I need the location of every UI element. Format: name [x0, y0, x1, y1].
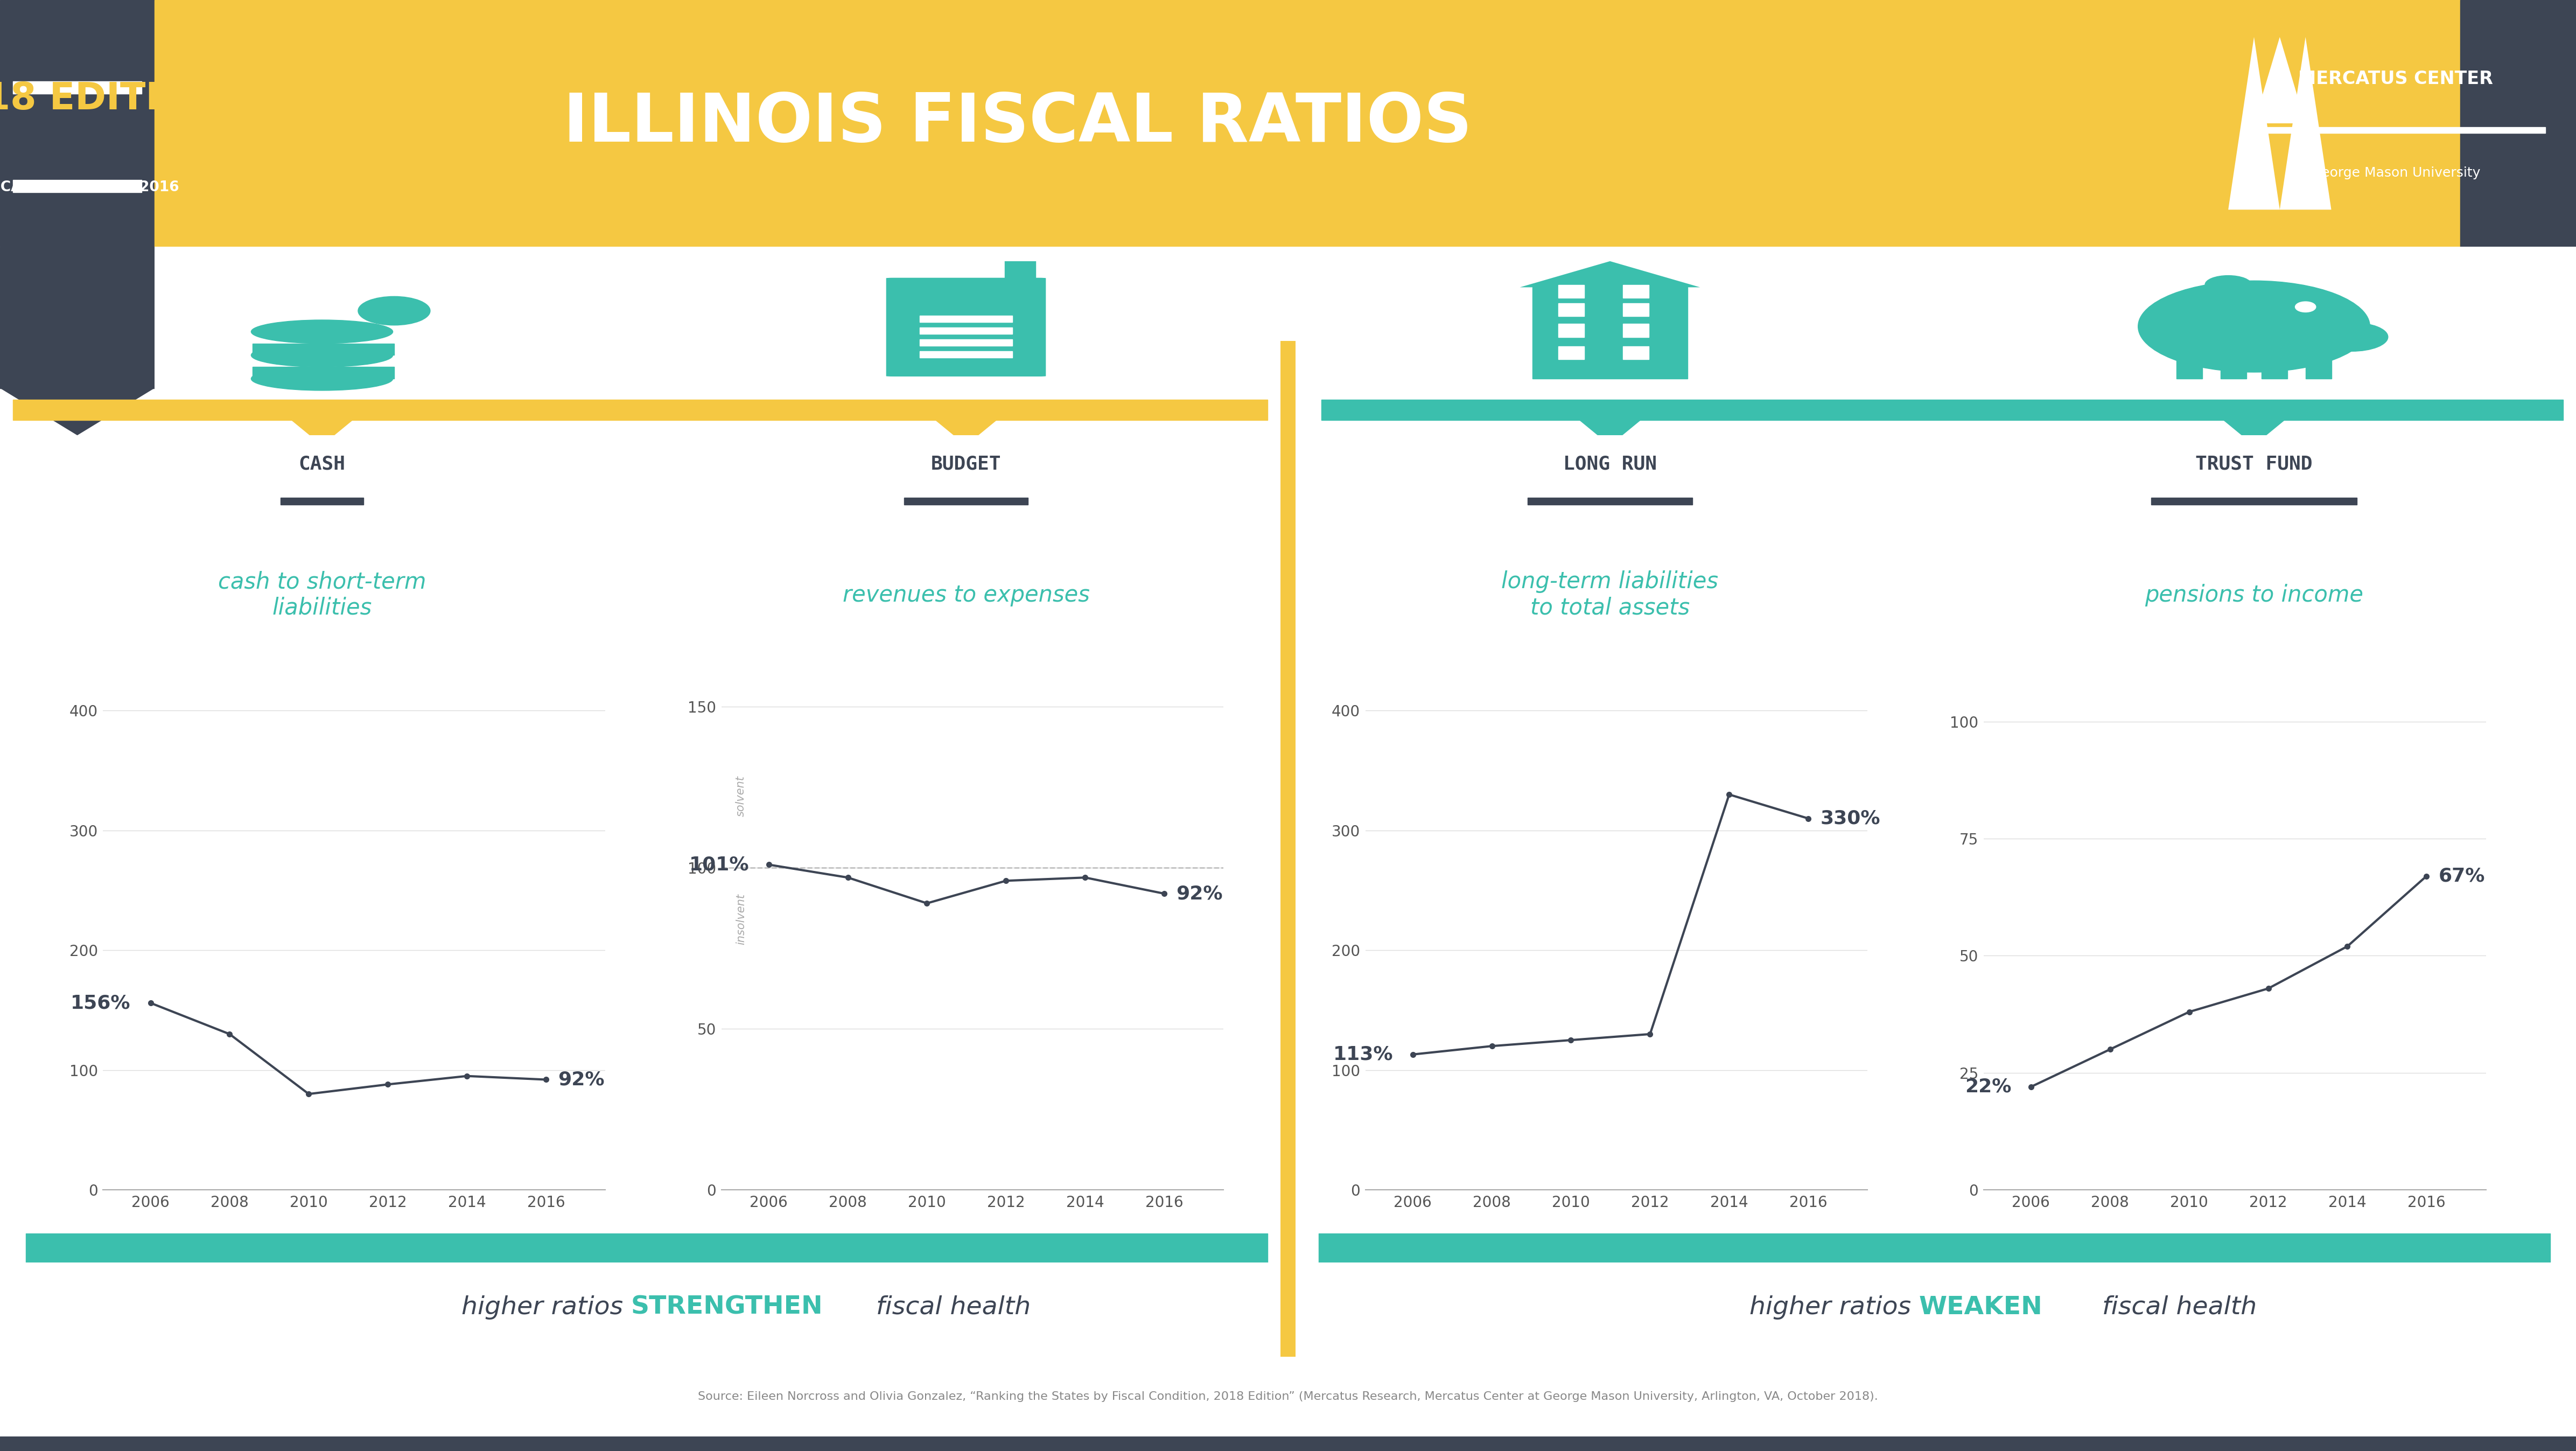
- Bar: [1558, 324, 1584, 337]
- Text: 92%: 92%: [559, 1071, 605, 1088]
- Ellipse shape: [2138, 281, 2370, 373]
- Text: 22%: 22%: [1965, 1078, 2012, 1096]
- Text: 330%: 330%: [1821, 810, 1880, 827]
- Bar: [1623, 347, 1649, 360]
- Bar: [2151, 498, 2357, 505]
- Bar: [904, 498, 1028, 505]
- Text: WEAKEN: WEAKEN: [1919, 1296, 2043, 1319]
- Text: higher ratios: higher ratios: [461, 1296, 631, 1319]
- Text: higher ratios: higher ratios: [1749, 1296, 1919, 1319]
- Text: pensions to income: pensions to income: [2146, 583, 2362, 607]
- Ellipse shape: [2205, 276, 2251, 295]
- Bar: [920, 328, 1012, 334]
- Ellipse shape: [252, 367, 392, 390]
- Polygon shape: [2254, 38, 2306, 123]
- Bar: [1623, 284, 1649, 297]
- Polygon shape: [1893, 1199, 1945, 1233]
- Text: FISCAL YEARS 2006–2016: FISCAL YEARS 2006–2016: [0, 180, 180, 194]
- Text: 2018 EDITION: 2018 EDITION: [0, 81, 222, 116]
- Text: 156%: 156%: [70, 994, 131, 1013]
- Text: LONG RUN: LONG RUN: [1564, 454, 1656, 473]
- Polygon shape: [0, 389, 155, 435]
- Bar: [2221, 360, 2246, 379]
- Text: 101%: 101%: [688, 856, 750, 874]
- Bar: [252, 367, 394, 379]
- Text: MERCATUS CENTER: MERCATUS CENTER: [2298, 70, 2494, 89]
- Text: fiscal health: fiscal health: [2094, 1296, 2257, 1319]
- Bar: [1558, 347, 1584, 360]
- Text: Source: Eileen Norcross and Olivia Gonzalez, “Ranking the States by Fiscal Condi: Source: Eileen Norcross and Olivia Gonza…: [698, 1392, 1878, 1402]
- Polygon shape: [935, 421, 997, 445]
- Text: revenues to expenses: revenues to expenses: [842, 583, 1090, 607]
- Text: solvent: solvent: [737, 775, 747, 817]
- Text: 92%: 92%: [1177, 885, 1224, 903]
- Bar: [13, 400, 1267, 421]
- Polygon shape: [1579, 421, 1641, 445]
- Bar: [2306, 360, 2331, 379]
- Polygon shape: [2228, 38, 2280, 209]
- Polygon shape: [1520, 261, 1700, 287]
- Bar: [920, 316, 1012, 322]
- Ellipse shape: [2316, 322, 2388, 351]
- Polygon shape: [2280, 38, 2331, 209]
- Bar: [920, 340, 1012, 345]
- Bar: [920, 351, 1012, 357]
- Text: STRENGTHEN: STRENGTHEN: [631, 1296, 824, 1319]
- Polygon shape: [291, 421, 353, 445]
- Bar: [1623, 324, 1649, 337]
- Ellipse shape: [252, 321, 392, 344]
- Bar: [1005, 258, 1036, 292]
- Bar: [26, 1233, 1267, 1262]
- Bar: [1558, 284, 1584, 297]
- Bar: [1321, 400, 2563, 421]
- Bar: [2262, 360, 2287, 379]
- Bar: [0, 247, 155, 389]
- Bar: [1623, 303, 1649, 316]
- Text: CASH: CASH: [299, 454, 345, 473]
- Ellipse shape: [2295, 302, 2316, 312]
- Bar: [252, 344, 394, 355]
- Text: cash to short-term
liabilities: cash to short-term liabilities: [219, 570, 425, 620]
- Text: 113%: 113%: [1332, 1045, 1394, 1064]
- Bar: [2460, 0, 2576, 247]
- Text: long-term liabilities
to total assets: long-term liabilities to total assets: [1502, 570, 1718, 620]
- Bar: [13, 81, 142, 94]
- Bar: [1319, 1233, 2550, 1262]
- Ellipse shape: [358, 296, 430, 325]
- Text: 67%: 67%: [2439, 866, 2486, 885]
- Polygon shape: [605, 1199, 657, 1233]
- Text: TRUST FUND: TRUST FUND: [2195, 454, 2313, 473]
- Bar: [1533, 287, 1687, 379]
- Bar: [2177, 360, 2202, 379]
- Text: ILLINOIS FISCAL RATIOS: ILLINOIS FISCAL RATIOS: [564, 91, 1471, 155]
- Text: insolvent: insolvent: [737, 894, 747, 945]
- FancyBboxPatch shape: [886, 277, 1046, 376]
- Bar: [281, 498, 363, 505]
- Polygon shape: [2223, 421, 2285, 445]
- Text: George Mason University: George Mason University: [2311, 167, 2481, 178]
- Bar: [2241, 128, 2545, 133]
- Ellipse shape: [252, 344, 392, 367]
- Bar: [1558, 303, 1584, 316]
- Bar: [1528, 498, 1692, 505]
- Bar: [155, 0, 2460, 247]
- Bar: [13, 180, 142, 193]
- Text: BUDGET: BUDGET: [930, 454, 1002, 473]
- Text: fiscal health: fiscal health: [868, 1296, 1030, 1319]
